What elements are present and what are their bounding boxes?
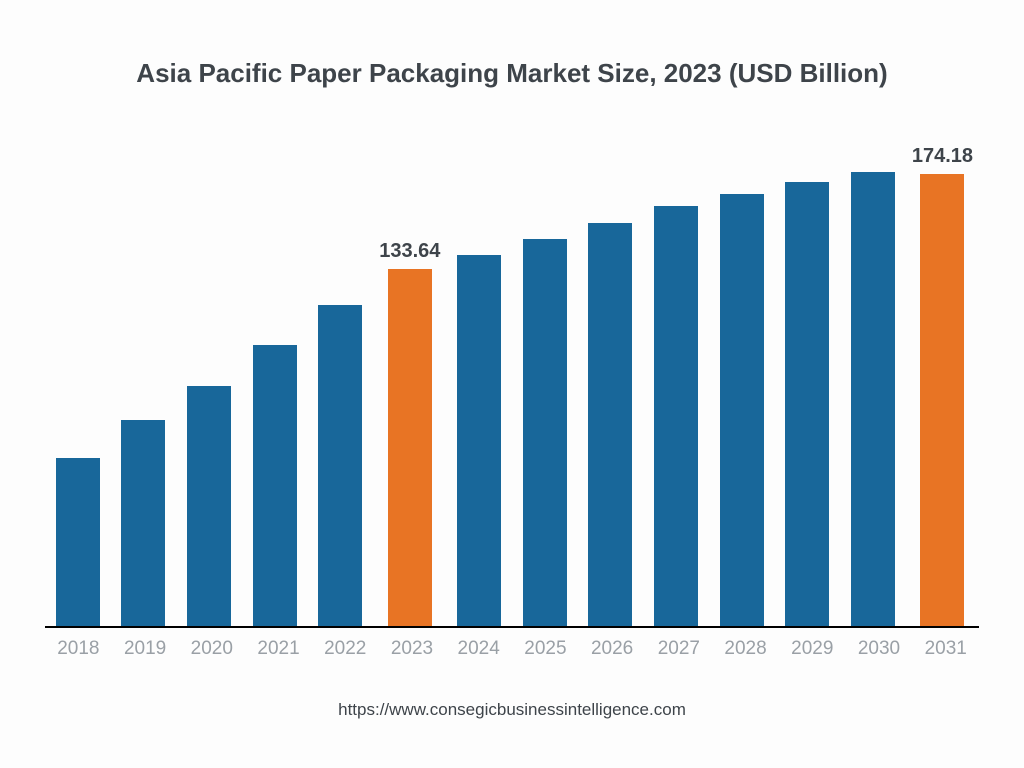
bar-slot: 174.18 xyxy=(906,145,979,626)
bar xyxy=(654,206,698,626)
bar-slot xyxy=(643,145,709,626)
bar xyxy=(920,174,964,626)
bar-slot xyxy=(308,145,374,626)
x-axis-label: 2025 xyxy=(512,638,579,660)
x-axis-label: 2019 xyxy=(112,638,179,660)
x-axis-label: 2018 xyxy=(45,638,112,660)
x-axis-label: 2029 xyxy=(779,638,846,660)
bar-slot xyxy=(45,145,111,626)
chart-source-url: https://www.consegicbusinessintelligence… xyxy=(0,700,1024,720)
x-axis-label: 2027 xyxy=(645,638,712,660)
bar-slot xyxy=(578,145,644,626)
bar-slot xyxy=(709,145,775,626)
bar-slot xyxy=(111,145,177,626)
bar xyxy=(785,182,829,626)
x-axis-label: 2023 xyxy=(379,638,446,660)
bar-slot xyxy=(775,145,841,626)
bar-value-label: 174.18 xyxy=(912,145,973,168)
x-axis-label: 2031 xyxy=(912,638,979,660)
x-axis-label: 2020 xyxy=(178,638,245,660)
bar xyxy=(588,223,632,627)
bar xyxy=(318,305,362,626)
bar-slot xyxy=(176,145,242,626)
bar xyxy=(56,458,100,626)
x-axis-label: 2022 xyxy=(312,638,379,660)
bar xyxy=(720,194,764,626)
x-axis-label: 2026 xyxy=(579,638,646,660)
x-axis-label: 2030 xyxy=(846,638,913,660)
bar xyxy=(851,172,895,626)
bar-slot: 133.64 xyxy=(373,145,446,626)
bar-slot xyxy=(512,145,578,626)
x-axis-label: 2021 xyxy=(245,638,312,660)
bar xyxy=(253,345,297,626)
bar-value-label: 133.64 xyxy=(379,240,440,263)
chart-title: Asia Pacific Paper Packaging Market Size… xyxy=(0,58,1024,89)
x-axis-label: 2028 xyxy=(712,638,779,660)
bar xyxy=(121,420,165,626)
bar xyxy=(457,255,501,626)
bar-slot xyxy=(446,145,512,626)
bar-slot xyxy=(840,145,906,626)
x-axis-labels: 2018201920202021202220232024202520262027… xyxy=(45,638,979,660)
bar xyxy=(523,239,567,626)
chart-plot-area: 133.64 174.18 xyxy=(45,145,979,628)
x-axis-label: 2024 xyxy=(445,638,512,660)
bar xyxy=(388,269,432,626)
bar xyxy=(187,386,231,627)
bar-slot xyxy=(242,145,308,626)
